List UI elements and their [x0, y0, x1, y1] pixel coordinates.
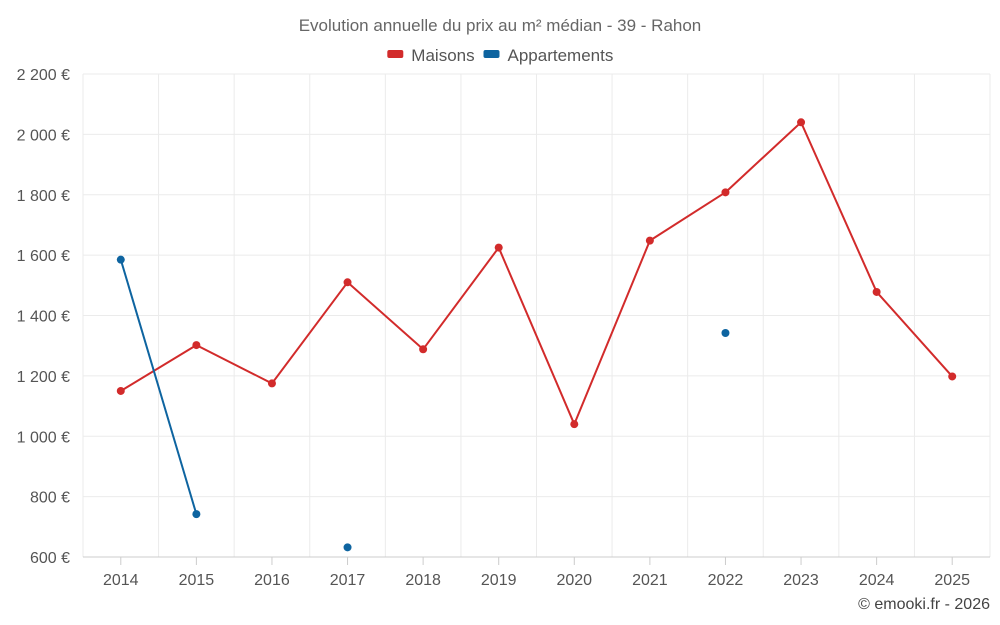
y-tick-label: 1 400 € — [17, 309, 70, 326]
y-axis: 600 € 800 € 1 000 € 1 200 € 1 400 € 1 600 € 1 … — [17, 67, 70, 567]
x-tick-label: 2019 — [481, 572, 517, 589]
y-tick-label: 1 600 € — [17, 248, 70, 265]
point-maisons-2019[interactable] — [494, 243, 503, 252]
point-maisons-2014[interactable] — [116, 386, 125, 395]
x-tick-label: 2020 — [556, 572, 592, 589]
point-appartements-2022[interactable] — [721, 329, 730, 338]
point-maisons-2023[interactable] — [797, 118, 806, 127]
x-tick-label: 2015 — [179, 572, 215, 589]
x-tick-label: 2017 — [330, 572, 366, 589]
legend-item-appartements[interactable]: Appartements — [483, 46, 614, 65]
y-tick-label: 1 800 € — [17, 188, 70, 205]
x-axis: 2014 2015 2016 2017 2018 2019 2020 2021 2022 2023… — [83, 556, 990, 589]
legend: Maisons Appartements — [387, 46, 613, 65]
series-appartements — [116, 255, 730, 552]
point-maisons-2022[interactable] — [721, 188, 730, 197]
legend-label-appartements: Appartements — [508, 46, 614, 65]
x-tick-label: 2022 — [708, 572, 744, 589]
legend-swatch-maisons — [387, 50, 404, 58]
point-maisons-2015[interactable] — [192, 341, 201, 350]
series-line-appartements — [119, 259, 198, 515]
y-tick-label: 2 200 € — [17, 67, 70, 84]
x-tick-label: 2018 — [405, 572, 441, 589]
series-maisons — [116, 118, 957, 429]
legend-label-maisons: Maisons — [411, 46, 474, 65]
series-layer — [116, 118, 957, 552]
legend-item-maisons[interactable]: Maisons — [387, 46, 475, 65]
point-maisons-2021[interactable] — [645, 236, 654, 245]
point-maisons-2018[interactable] — [419, 345, 428, 354]
point-appartements-2015[interactable] — [192, 510, 201, 519]
y-tick-label: 600 € — [30, 550, 70, 567]
legend-swatch-appartements — [483, 50, 500, 58]
series-line-maisons — [120, 121, 953, 426]
grid — [82, 73, 991, 558]
x-tick-label: 2024 — [859, 572, 895, 589]
chart-title: Evolution annuelle du prix au m² médian … — [299, 16, 702, 35]
point-maisons-2025[interactable] — [948, 372, 957, 381]
point-maisons-2024[interactable] — [872, 287, 881, 296]
y-tick-label: 2 000 € — [17, 127, 70, 144]
point-maisons-2016[interactable] — [267, 379, 276, 388]
y-tick-label: 800 € — [30, 490, 70, 507]
y-tick-label: 1 200 € — [17, 369, 70, 386]
x-tick-label: 2021 — [632, 572, 668, 589]
x-tick-label: 2023 — [783, 572, 819, 589]
y-tick-label: 1 000 € — [17, 429, 70, 446]
credit: © emooki.fr - 2026 — [858, 596, 990, 613]
point-maisons-2020[interactable] — [570, 420, 579, 429]
point-maisons-2017[interactable] — [343, 278, 352, 287]
x-tick-label: 2014 — [103, 572, 139, 589]
point-appartements-2017[interactable] — [343, 543, 352, 552]
x-tick-label: 2025 — [934, 572, 970, 589]
x-tick-label: 2016 — [254, 572, 290, 589]
point-appartements-2014[interactable] — [116, 255, 125, 264]
